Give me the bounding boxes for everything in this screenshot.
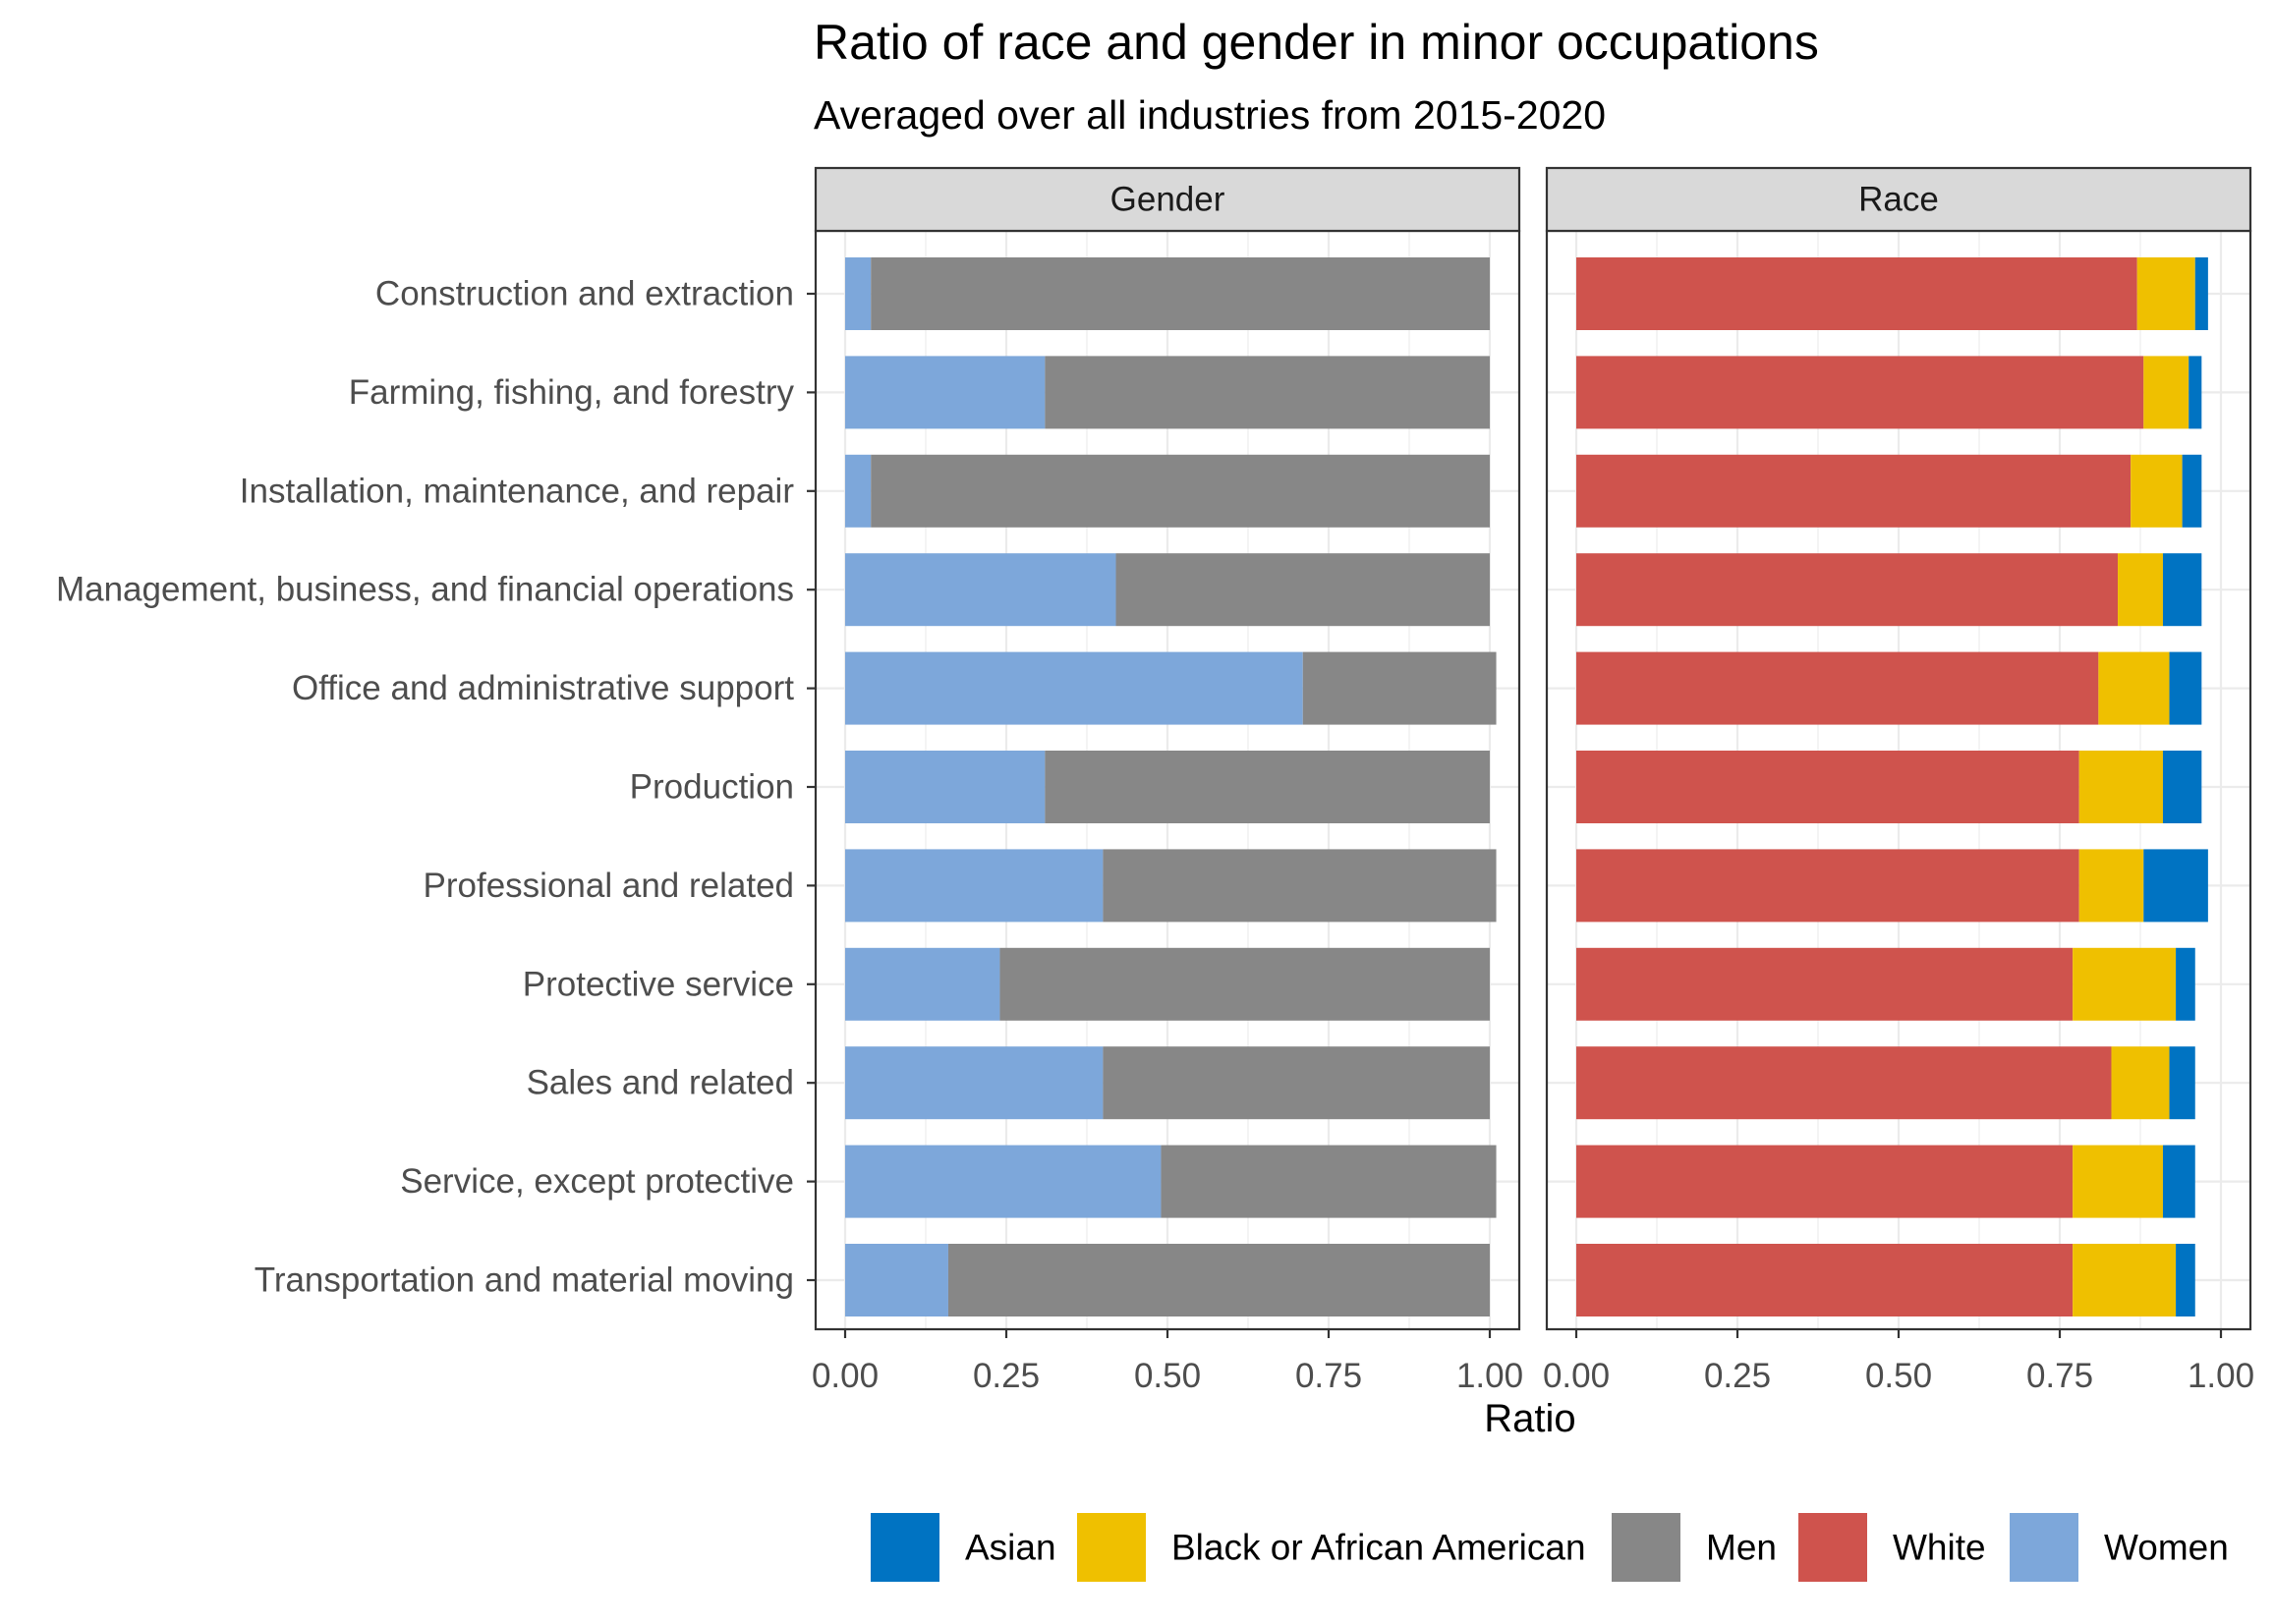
bar-asian-office-and-administrative-support [2169, 651, 2202, 725]
bar-women-protective-service [845, 947, 1000, 1021]
bar-asian-construction-and-extraction [2194, 257, 2208, 330]
legend-key-women [2010, 1513, 2078, 1582]
bar-white-farming-fishing-and-forestry [1576, 356, 2144, 429]
x-tick-label: 0.25 [973, 1357, 1040, 1395]
bar-men-management-business-and-financial-operations [1115, 553, 1490, 627]
category-label-transportation-and-material-moving: Transportation and material moving [255, 1261, 794, 1300]
chart-subtitle: Averaged over all industries from 2015-2… [814, 92, 1606, 138]
bar-white-transportation-and-material-moving [1576, 1244, 2074, 1316]
bar-men-production [1045, 751, 1490, 823]
bar-asian-sales-and-related [2169, 1046, 2195, 1120]
strip-label-race: Race [1858, 181, 1939, 219]
panels: Gender 0.00 0.25 0.50 0.75 1.00 Race 0.00 0.25 0.… [812, 166, 2254, 1395]
bar-men-office-and-administrative-support [1302, 651, 1497, 725]
x-tick-label: 0.00 [812, 1357, 879, 1395]
bar-men-transportation-and-material-moving [947, 1244, 1490, 1316]
legend-key-asian [871, 1513, 939, 1582]
bar-white-management-business-and-financial-operations [1576, 553, 2119, 627]
bar-white-professional-and-related [1576, 849, 2079, 923]
bar-black-or-african-american-farming-fishing-and-forestry [2143, 356, 2189, 429]
chart-title: Ratio of race and gender in minor occupa… [814, 15, 1819, 70]
x-tick-label: 0.00 [1543, 1357, 1610, 1395]
legend-label-white: White [1893, 1528, 1986, 1568]
legend-label-asian: Asian [965, 1528, 1056, 1568]
category-label-installation-maintenance-and-repair: Installation, maintenance, and repair [240, 472, 795, 510]
bar-black-or-african-american-construction-and-extraction [2136, 257, 2195, 330]
x-tick-label: 0.75 [2026, 1357, 2093, 1395]
strip-gender [814, 166, 1521, 233]
x-tick-label: 0.75 [1295, 1357, 1362, 1395]
x-tick-label: 0.50 [1134, 1357, 1201, 1395]
legend-key-black-or-african-american [1077, 1513, 1146, 1582]
bar-asian-production [2162, 751, 2202, 823]
x-tick-label: 1.00 [2188, 1357, 2254, 1395]
bar-men-sales-and-related [1103, 1046, 1490, 1120]
bar-men-protective-service [999, 947, 1490, 1021]
bar-black-or-african-american-protective-service [2073, 947, 2177, 1021]
bar-women-installation-maintenance-and-repair [845, 454, 872, 528]
legend-label-men: Men [1706, 1528, 1777, 1568]
bar-asian-professional-and-related [2143, 849, 2208, 923]
bar-black-or-african-american-office-and-administrative-support [2098, 651, 2170, 725]
category-label-protective-service: Protective service [523, 965, 794, 1003]
legend-label-women: Women [2104, 1528, 2229, 1568]
category-labels: Construction and extraction Farming, fish… [56, 275, 816, 1300]
category-label-sales-and-related: Sales and related [527, 1064, 794, 1102]
category-label-service-except-protective: Service, except protective [400, 1162, 794, 1201]
bar-women-construction-and-extraction [845, 257, 872, 330]
bar-asian-management-business-and-financial-operations [2162, 553, 2202, 627]
bar-black-or-african-american-service-except-protective [2073, 1145, 2163, 1218]
bar-black-or-african-american-transportation-and-material-moving [2073, 1244, 2177, 1316]
bar-women-farming-fishing-and-forestry [845, 356, 1046, 429]
bar-men-service-except-protective [1161, 1145, 1497, 1218]
bar-white-protective-service [1576, 947, 2074, 1021]
bar-women-office-and-administrative-support [845, 651, 1303, 725]
bar-black-or-african-american-management-business-and-financial-operations [2118, 553, 2163, 627]
legend-label-black-or-african-american: Black or African American [1171, 1528, 1586, 1568]
bar-white-production [1576, 751, 2079, 823]
bar-women-service-except-protective [845, 1145, 1162, 1218]
bar-white-sales-and-related [1576, 1046, 2112, 1120]
bar-black-or-african-american-production [2078, 751, 2163, 823]
bar-asian-protective-service [2176, 947, 2195, 1021]
x-tick-label: 0.50 [1865, 1357, 1932, 1395]
legend-key-white [1798, 1513, 1867, 1582]
category-label-professional-and-related: Professional and related [424, 867, 794, 905]
bar-black-or-african-american-installation-maintenance-and-repair [2131, 454, 2183, 528]
bar-men-farming-fishing-and-forestry [1045, 356, 1490, 429]
bar-women-management-business-and-financial-operations [845, 553, 1116, 627]
bar-white-construction-and-extraction [1576, 257, 2137, 330]
bar-white-office-and-administrative-support [1576, 651, 2099, 725]
bar-women-production [845, 751, 1046, 823]
category-label-management-business-and-financial-operations: Management, business, and financial oper… [56, 571, 794, 609]
bar-men-construction-and-extraction [871, 257, 1490, 330]
panel-gender: Gender 0.00 0.25 0.50 0.75 1.00 [812, 166, 1523, 1395]
bar-men-professional-and-related [1103, 849, 1497, 923]
bar-white-installation-maintenance-and-repair [1576, 454, 2132, 528]
bar-black-or-african-american-sales-and-related [2111, 1046, 2170, 1120]
x-tick-label: 0.25 [1704, 1357, 1771, 1395]
category-label-construction-and-extraction: Construction and extraction [375, 275, 794, 313]
bar-women-transportation-and-material-moving [845, 1244, 948, 1316]
category-label-farming-fishing-and-forestry: Farming, fishing, and forestry [349, 373, 795, 412]
bar-asian-farming-fishing-and-forestry [2189, 356, 2202, 429]
bar-white-service-except-protective [1576, 1145, 2074, 1218]
panel-race: Race 0.00 0.25 0.50 0.75 1.00 [1543, 166, 2254, 1395]
legend-key-men [1612, 1513, 1680, 1582]
x-tick-label: 1.00 [1456, 1357, 1523, 1395]
bar-men-installation-maintenance-and-repair [871, 454, 1490, 528]
x-axis-title: Ratio [1484, 1397, 1575, 1440]
bar-women-professional-and-related [845, 849, 1104, 923]
bar-asian-service-except-protective [2162, 1145, 2195, 1218]
strip-label-gender: Gender [1110, 181, 1225, 219]
bar-asian-installation-maintenance-and-repair [2182, 454, 2202, 528]
strip-race [1545, 166, 2252, 233]
bar-asian-transportation-and-material-moving [2176, 1244, 2195, 1316]
category-label-office-and-administrative-support: Office and administrative support [292, 669, 794, 707]
category-label-production: Production [630, 768, 794, 807]
legend: Asian Black or African American Men White Wo… [871, 1513, 2229, 1582]
bar-black-or-african-american-professional-and-related [2078, 849, 2144, 923]
bar-women-sales-and-related [845, 1046, 1104, 1120]
